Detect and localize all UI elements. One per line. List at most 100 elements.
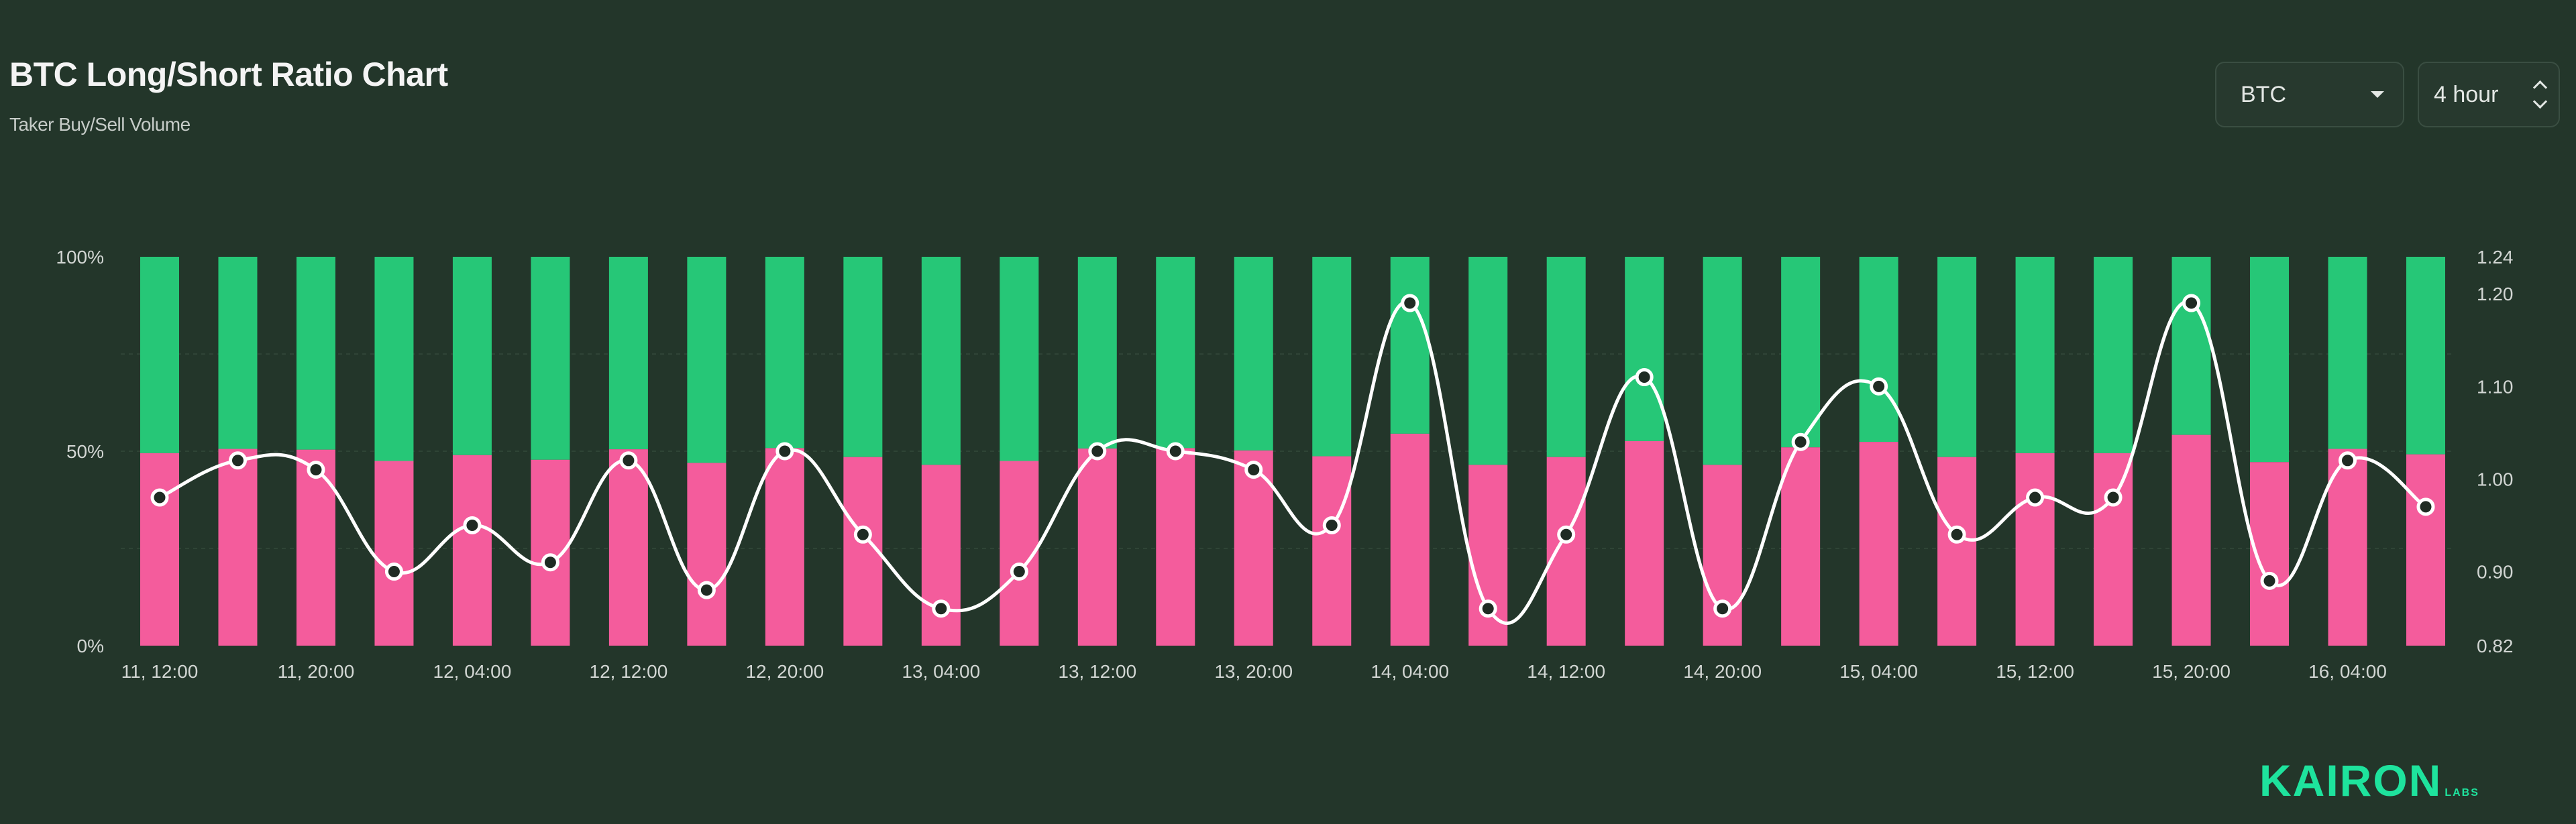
x-tick: 13, 04:00 bbox=[902, 661, 980, 682]
long-segment bbox=[921, 465, 961, 646]
ratio-point[interactable] bbox=[1166, 442, 1185, 461]
chart-subtitle: Taker Buy/Sell Volume bbox=[9, 114, 191, 135]
y-right-tick: 1.00 bbox=[2477, 469, 2514, 489]
ratio-point[interactable] bbox=[307, 461, 325, 479]
long-segment bbox=[2015, 453, 2055, 646]
bar[interactable] bbox=[1781, 257, 1821, 646]
short-segment bbox=[296, 257, 335, 450]
ratio-point[interactable] bbox=[1713, 599, 1732, 618]
short-segment bbox=[452, 257, 492, 455]
ratio-point[interactable] bbox=[1479, 599, 1497, 618]
long-segment bbox=[1312, 456, 1352, 646]
ratio-point[interactable] bbox=[853, 525, 872, 544]
short-segment bbox=[1312, 257, 1352, 457]
bar[interactable] bbox=[531, 257, 570, 646]
bar[interactable] bbox=[687, 257, 727, 646]
ratio-point[interactable] bbox=[463, 516, 482, 534]
long-segment bbox=[1390, 433, 1430, 646]
ratio-point[interactable] bbox=[1557, 525, 1576, 544]
long-segment bbox=[2171, 434, 2211, 646]
ratio-point[interactable] bbox=[1322, 516, 1341, 534]
ratio-point[interactable] bbox=[1870, 377, 1888, 396]
x-tick: 13, 12:00 bbox=[1058, 661, 1136, 682]
bar[interactable] bbox=[1156, 257, 1195, 646]
bar[interactable] bbox=[1000, 257, 1039, 646]
y-right-tick: 1.20 bbox=[2477, 284, 2514, 304]
chart-title: BTC Long/Short Ratio Chart bbox=[9, 56, 448, 93]
x-tick: 14, 20:00 bbox=[1683, 661, 1762, 682]
x-tick: 16, 04:00 bbox=[2308, 661, 2387, 682]
bar[interactable] bbox=[1312, 257, 1352, 646]
ratio-point[interactable] bbox=[2026, 488, 2045, 507]
x-tick: 11, 20:00 bbox=[278, 661, 355, 682]
ratio-point[interactable] bbox=[1635, 368, 1654, 387]
ratio-point[interactable] bbox=[1401, 294, 1419, 312]
bar[interactable] bbox=[452, 257, 492, 646]
bar[interactable] bbox=[765, 257, 804, 646]
bar[interactable] bbox=[1625, 257, 1664, 646]
ratio-point[interactable] bbox=[1088, 442, 1107, 461]
bar[interactable] bbox=[1546, 257, 1586, 646]
caret-down-icon bbox=[2371, 91, 2384, 98]
ratio-point[interactable] bbox=[1010, 563, 1028, 581]
interval-select[interactable]: 4 hour bbox=[2418, 62, 2560, 127]
bar[interactable] bbox=[1077, 257, 1117, 646]
bar[interactable] bbox=[843, 257, 883, 646]
ratio-point[interactable] bbox=[2182, 294, 2201, 312]
bar[interactable] bbox=[374, 257, 414, 646]
short-segment bbox=[608, 257, 648, 450]
bar[interactable] bbox=[608, 257, 648, 646]
bar[interactable] bbox=[2171, 257, 2211, 646]
bar[interactable] bbox=[1703, 257, 1742, 646]
ratio-point[interactable] bbox=[697, 581, 716, 599]
short-segment bbox=[1234, 257, 1273, 451]
long-segment bbox=[1703, 465, 1742, 646]
bar[interactable] bbox=[921, 257, 961, 646]
bar[interactable] bbox=[1234, 257, 1273, 646]
ratio-line bbox=[158, 300, 2427, 626]
short-segment bbox=[531, 257, 570, 460]
bar[interactable] bbox=[296, 257, 335, 646]
right-y-axis: 0.82 0.90 1.00 1.10 1.20 1.24 bbox=[2477, 247, 2514, 656]
ratio-point[interactable] bbox=[541, 553, 559, 572]
long-segment bbox=[140, 453, 179, 646]
ratio-point[interactable] bbox=[2339, 451, 2357, 470]
long-segment bbox=[374, 461, 414, 646]
bar[interactable] bbox=[1468, 257, 1508, 646]
ratio-point[interactable] bbox=[2104, 488, 2123, 507]
bar[interactable] bbox=[2406, 257, 2445, 646]
bar[interactable] bbox=[1937, 257, 1977, 646]
bar[interactable] bbox=[2328, 257, 2367, 646]
bar[interactable] bbox=[1390, 257, 1430, 646]
short-segment bbox=[2406, 257, 2445, 455]
ratio-point[interactable] bbox=[775, 442, 794, 461]
coin-select[interactable]: BTC bbox=[2215, 62, 2404, 127]
ratio-point[interactable] bbox=[1791, 432, 1810, 451]
y-right-tick: 1.10 bbox=[2477, 376, 2514, 397]
y-left-tick: 50% bbox=[66, 441, 104, 462]
short-segment bbox=[1000, 257, 1039, 461]
ratio-point[interactable] bbox=[2260, 571, 2279, 590]
ratio-point[interactable] bbox=[2416, 497, 2435, 516]
short-segment bbox=[843, 257, 883, 457]
x-tick: 15, 20:00 bbox=[2152, 661, 2231, 682]
bar[interactable] bbox=[2094, 257, 2133, 646]
short-segment bbox=[2094, 257, 2133, 453]
ratio-point[interactable] bbox=[932, 599, 951, 618]
x-tick: 11, 12:00 bbox=[121, 661, 199, 682]
bar[interactable] bbox=[140, 257, 179, 646]
ratio-point[interactable] bbox=[228, 451, 247, 470]
ratio-point[interactable] bbox=[150, 488, 169, 507]
x-tick: 15, 12:00 bbox=[1996, 661, 2074, 682]
y-right-tick: 0.90 bbox=[2477, 562, 2514, 583]
ratio-point[interactable] bbox=[1947, 525, 1966, 544]
bar[interactable] bbox=[2015, 257, 2055, 646]
long-segment bbox=[1077, 448, 1117, 646]
bar[interactable] bbox=[1859, 257, 1898, 646]
bar[interactable] bbox=[2250, 257, 2290, 646]
bar[interactable] bbox=[218, 257, 258, 646]
y-right-tick: 1.24 bbox=[2477, 247, 2514, 268]
ratio-point[interactable] bbox=[619, 451, 638, 470]
ratio-point[interactable] bbox=[384, 563, 403, 581]
ratio-point[interactable] bbox=[1244, 461, 1263, 479]
